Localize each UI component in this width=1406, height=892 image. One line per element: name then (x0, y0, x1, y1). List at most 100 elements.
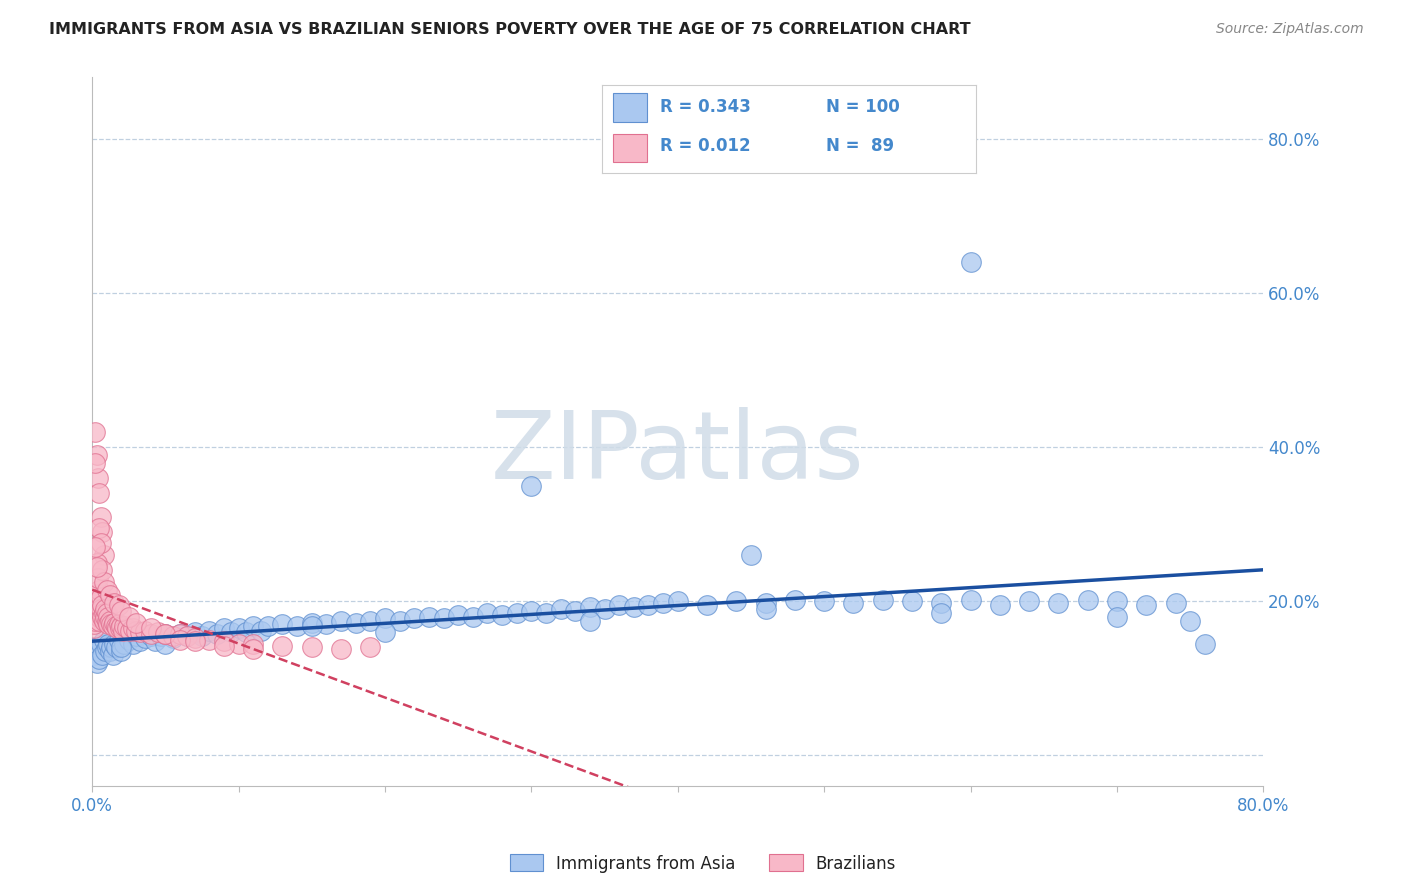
Point (86, 586, 108, 600)
Point (842, 596, 865, 610)
Point (84, 425, 107, 439)
Point (139, 626, 162, 640)
Point (104, 640, 127, 655)
Point (112, 637, 135, 651)
Point (652, 596, 675, 610)
Point (330, 642, 353, 657)
Point (212, 621, 235, 635)
Point (94, 644, 117, 658)
Point (90, 602, 112, 616)
Point (89, 609, 111, 624)
Point (212, 639, 235, 653)
Point (901, 594, 924, 608)
Point (1105, 609, 1128, 624)
Point (564, 603, 586, 617)
Text: ZIPatlas: ZIPatlas (491, 407, 865, 499)
Point (110, 619, 132, 633)
Point (212, 634, 235, 648)
Point (93, 632, 115, 647)
Point (623, 600, 645, 615)
Point (374, 611, 396, 625)
Point (86, 448, 108, 462)
Point (1105, 594, 1128, 608)
Point (90, 536, 112, 550)
Point (84, 594, 107, 608)
Point (98, 588, 121, 602)
Point (89, 594, 111, 608)
Point (359, 614, 381, 628)
Point (107, 598, 129, 612)
Point (139, 621, 162, 635)
Point (86, 556, 108, 570)
Point (94, 602, 117, 616)
Point (122, 637, 145, 651)
Point (86, 656, 108, 670)
Legend: Immigrants from Asia, Brazilians: Immigrants from Asia, Brazilians (503, 847, 903, 880)
Point (183, 625, 205, 640)
Point (96, 640, 118, 655)
Point (1077, 592, 1099, 607)
Point (83, 617, 105, 632)
Point (96, 606, 118, 620)
Point (755, 602, 778, 616)
Point (162, 632, 184, 646)
Point (89, 521, 111, 535)
Point (86, 602, 108, 616)
Point (93, 614, 115, 628)
Point (666, 594, 689, 608)
Point (87, 598, 110, 612)
Point (404, 611, 426, 625)
Point (93, 548, 115, 562)
Point (107, 617, 129, 632)
Point (90, 606, 112, 620)
Point (125, 624, 148, 638)
Point (125, 629, 148, 643)
Point (110, 644, 132, 658)
Point (97, 609, 120, 624)
Point (83, 648, 105, 663)
Point (86, 598, 108, 612)
Point (344, 615, 367, 630)
Text: Source: ZipAtlas.com: Source: ZipAtlas.com (1216, 22, 1364, 37)
Point (198, 624, 221, 638)
Point (89, 486, 111, 500)
Point (169, 626, 191, 640)
Point (84, 456, 107, 470)
Point (98, 644, 121, 658)
Point (228, 621, 250, 635)
Point (83, 621, 105, 635)
Point (91, 609, 114, 624)
Point (534, 606, 557, 620)
Point (91, 564, 114, 578)
Point (90, 509, 112, 524)
Point (98, 614, 121, 628)
Point (520, 603, 543, 617)
Point (84, 606, 107, 620)
Point (125, 615, 148, 630)
Point (1164, 596, 1187, 610)
Point (1178, 614, 1201, 628)
Point (183, 634, 205, 648)
Point (155, 637, 177, 651)
Point (117, 621, 139, 635)
Point (146, 625, 169, 640)
Point (97, 617, 120, 632)
Point (90, 637, 112, 651)
Point (120, 624, 142, 638)
Point (257, 619, 280, 633)
Point (155, 626, 177, 640)
Point (91, 524, 114, 539)
Point (122, 621, 145, 635)
Point (169, 626, 191, 640)
Point (108, 621, 131, 635)
Text: IMMIGRANTS FROM ASIA VS BRAZILIAN SENIORS POVERTY OVER THE AGE OF 75 CORRELATION: IMMIGRANTS FROM ASIA VS BRAZILIAN SENIOR… (49, 22, 970, 37)
Point (84, 640, 107, 655)
Point (520, 479, 543, 493)
Point (183, 632, 205, 646)
Point (783, 592, 806, 607)
Point (388, 614, 411, 628)
Point (87, 571, 110, 585)
Point (1194, 637, 1216, 651)
Point (97, 637, 120, 651)
Point (89, 582, 111, 597)
